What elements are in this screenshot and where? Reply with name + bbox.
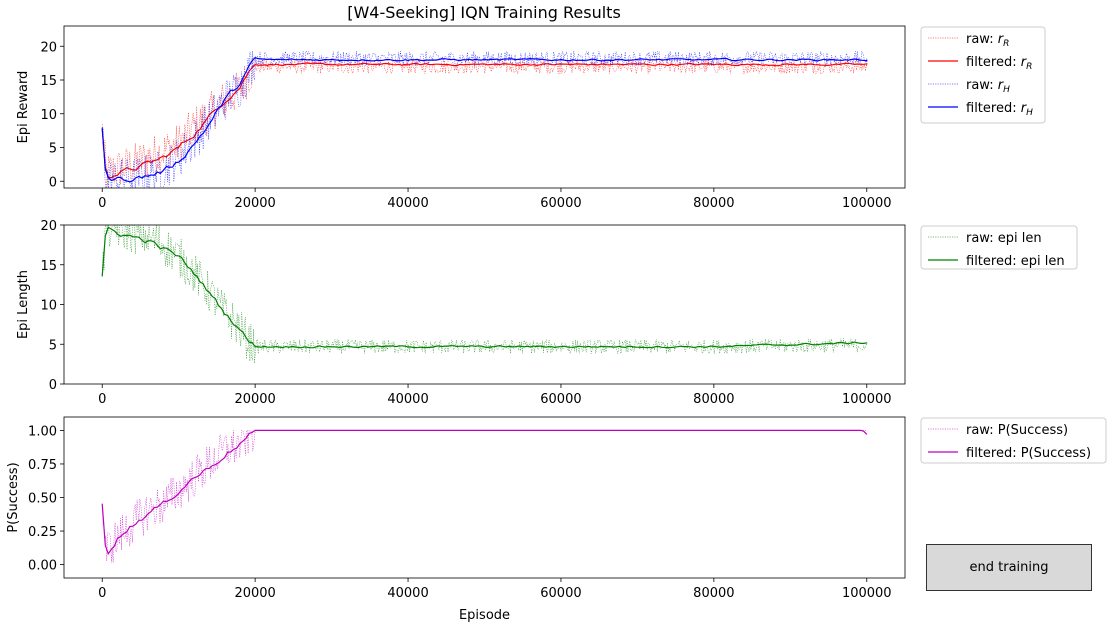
x-tick-label: 40000 [387, 586, 428, 601]
end-training-button[interactable]: end training [926, 544, 1092, 591]
x-tick-label: 40000 [387, 392, 428, 407]
y-tick-label: 5 [49, 142, 57, 157]
x-tick-label: 80000 [693, 392, 734, 407]
legend-box [920, 417, 1107, 464]
legend: raw: epi len filtered: epi len [920, 225, 1078, 270]
x-tick-label: 100000 [842, 196, 892, 211]
y-tick-label: 0.25 [28, 525, 57, 540]
legend-label: filtered: epi len [966, 254, 1065, 269]
legend-label: raw: P(Success) [966, 423, 1068, 438]
x-axis-label: Episode [459, 608, 510, 623]
series-line-2 [101, 226, 868, 349]
y-tick-label: 5 [49, 338, 57, 353]
legend-box [920, 225, 1078, 270]
series-group [101, 225, 868, 364]
x-tick-label: 60000 [540, 392, 581, 407]
y-tick-label: 15 [40, 74, 57, 89]
chart-panel-1: 0 20000 40000 60000 80000 100000 0 5 10 15 20 Epi R… [16, 25, 1046, 211]
x-tick-label: 0 [98, 586, 106, 601]
y-axis-label: P(Success) [6, 462, 21, 532]
x-tick-label: 80000 [693, 196, 734, 211]
y-tick-label: 1.00 [28, 424, 57, 439]
series-line-2 [101, 429, 868, 555]
y-axis-label: Epi Length [16, 270, 31, 339]
x-tick-label: 0 [98, 196, 106, 211]
axes-frame [63, 224, 906, 385]
x-tick-label: 60000 [540, 586, 581, 601]
y-tick-label: 15 [40, 259, 57, 274]
y-tick-label: 0 [49, 378, 57, 393]
y-tick-label: 0.75 [28, 458, 57, 473]
series-line-2 [101, 62, 868, 179]
legend: raw: rR filtered: rR raw: rH filtered: rH [920, 26, 1046, 124]
figure-title: [W4-Seeking] IQN Training Results [347, 3, 621, 22]
legend-label: filtered: P(Success) [966, 446, 1091, 461]
legend-label: filtered: rH [966, 101, 1033, 118]
legend-label: raw: rR [966, 32, 1009, 49]
x-tick-label: 20000 [234, 392, 275, 407]
x-tick-label: 0 [98, 392, 106, 407]
series-line-3 [102, 50, 868, 188]
y-tick-label: 0.00 [28, 559, 57, 574]
axes-frame [63, 416, 906, 579]
legend-box [920, 26, 1046, 124]
y-tick-label: 10 [40, 108, 57, 123]
y-tick-label: 10 [40, 299, 57, 314]
series-line-4 [101, 57, 868, 183]
legend-label: filtered: rR [966, 55, 1032, 72]
y-axis-label: Epi Reward [16, 71, 31, 144]
series-line-1 [101, 225, 868, 364]
series-line-1 [101, 429, 867, 563]
axes-frame [63, 25, 906, 189]
legend-label: raw: rH [966, 78, 1010, 95]
x-tick-label: 100000 [842, 586, 892, 601]
chart-panel-3: 0 20000 40000 60000 80000 100000 0.00 0.25 0.50 0… [6, 416, 1107, 623]
x-tick-label: 80000 [693, 586, 734, 601]
y-tick-label: 0.50 [28, 492, 57, 507]
x-tick-label: 20000 [234, 196, 275, 211]
legend-label: raw: epi len [966, 231, 1042, 246]
y-tick-label: 20 [40, 219, 57, 234]
x-tick-label: 40000 [387, 196, 428, 211]
series-line-1 [101, 57, 868, 187]
series-group [101, 50, 868, 188]
x-tick-label: 60000 [540, 196, 581, 211]
legend: raw: P(Success) filtered: P(Success) [920, 417, 1107, 464]
chart-panel-2: 0 20000 40000 60000 80000 100000 0 5 10 15 20 Epi L… [16, 219, 1078, 407]
series-group [101, 429, 868, 563]
y-tick-label: 0 [49, 175, 57, 190]
y-tick-label: 20 [40, 40, 57, 55]
x-tick-label: 100000 [842, 392, 892, 407]
x-tick-label: 20000 [234, 586, 275, 601]
